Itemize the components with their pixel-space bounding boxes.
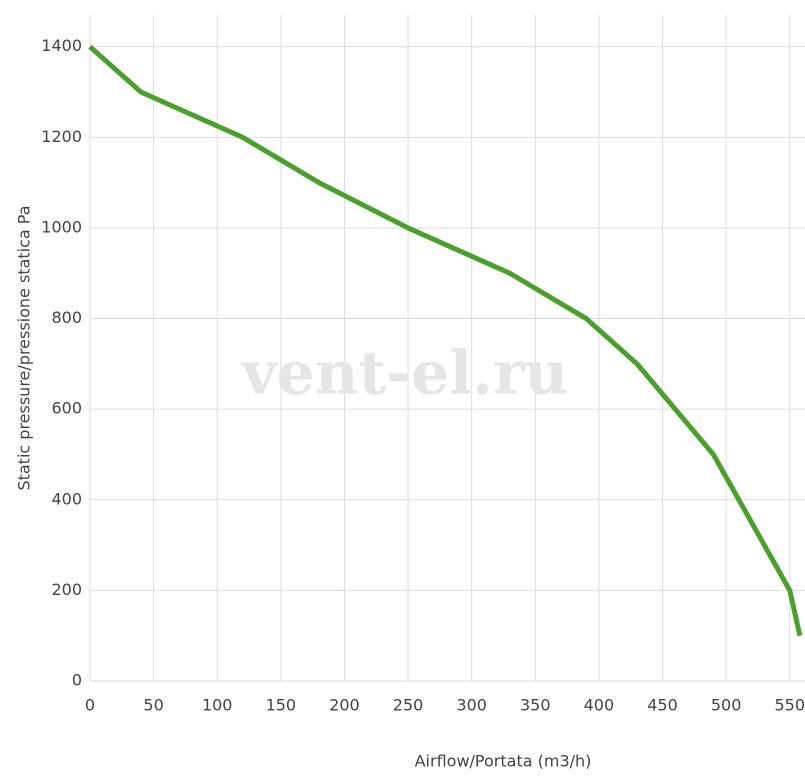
x-tick-label: 200 xyxy=(329,696,360,715)
x-tick-label: 100 xyxy=(202,696,233,715)
x-tick-label: 300 xyxy=(456,696,487,715)
x-axis-title: Airflow/Portata (m3/h) xyxy=(415,752,592,771)
watermark: vent-el.ru xyxy=(240,339,568,409)
x-tick-label: 150 xyxy=(266,696,297,715)
y-tick-label: 1400 xyxy=(41,36,82,55)
y-tick-label: 1200 xyxy=(41,127,82,146)
y-tick-label: 800 xyxy=(51,308,82,327)
x-tick-label: 550 xyxy=(774,696,805,715)
line xyxy=(88,44,803,637)
y-tick-label: 1000 xyxy=(41,217,82,236)
y-tick-label: 400 xyxy=(51,489,82,508)
x-tick-label: 50 xyxy=(143,696,163,715)
x-tick-label: 500 xyxy=(711,696,742,715)
y-axis-title: Static pressure/pressione statica Pa xyxy=(15,205,34,490)
x-tick-label: 450 xyxy=(647,696,678,715)
x-tick-label: 0 xyxy=(85,696,95,715)
y-tick-label: 200 xyxy=(51,580,82,599)
x-tick-label: 350 xyxy=(520,696,551,715)
y-tick-label: 0 xyxy=(72,671,82,690)
x-tick-label: 250 xyxy=(393,696,424,715)
x-tick-label: 400 xyxy=(584,696,615,715)
y-tick-label: 600 xyxy=(51,399,82,418)
